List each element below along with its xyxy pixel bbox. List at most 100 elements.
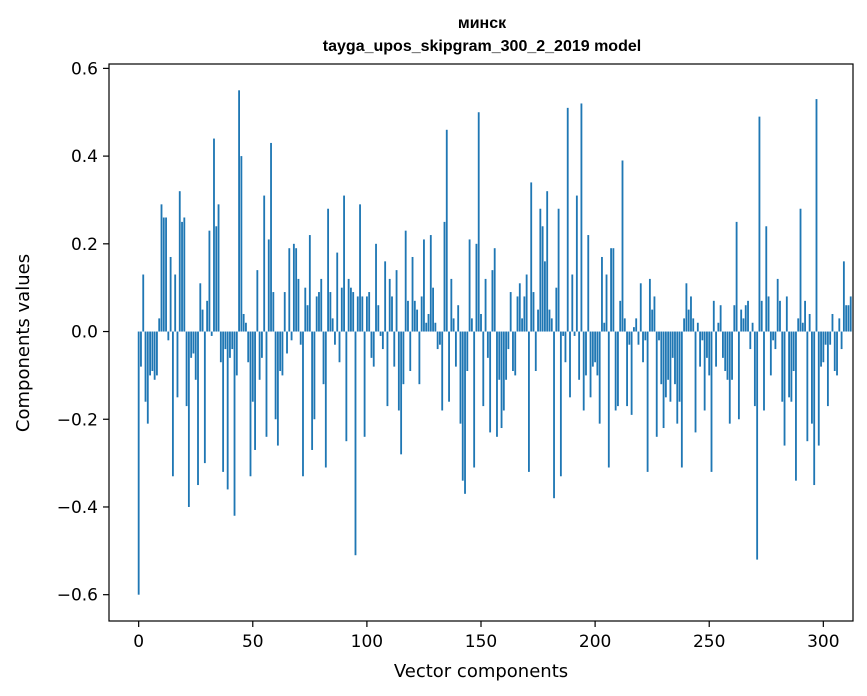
bar <box>662 331 665 429</box>
bar <box>801 322 804 332</box>
bar <box>646 331 649 472</box>
bar <box>356 296 359 332</box>
bar <box>324 331 327 468</box>
bar <box>482 331 485 407</box>
bar <box>238 90 240 332</box>
bar <box>500 331 503 429</box>
bar <box>664 331 667 398</box>
bar <box>655 331 658 437</box>
bar <box>247 331 250 363</box>
bar <box>381 331 384 350</box>
bar <box>731 331 733 380</box>
bar <box>146 331 149 424</box>
bar <box>765 226 768 332</box>
bar <box>233 331 236 516</box>
bar <box>845 305 848 332</box>
bar <box>411 256 414 332</box>
bar <box>699 331 702 367</box>
bar <box>644 331 647 341</box>
bar <box>687 309 690 332</box>
bar <box>840 331 843 350</box>
bar <box>222 331 225 472</box>
bar <box>423 239 425 332</box>
bar <box>587 235 590 332</box>
chart-subtitle: tayga_upos_skipgram_300_2_2019 model <box>323 38 641 55</box>
bar <box>418 331 421 385</box>
bar <box>760 300 763 332</box>
bar <box>534 331 537 372</box>
bar <box>245 322 247 332</box>
bar <box>286 331 288 354</box>
bar <box>573 331 576 336</box>
bar <box>742 318 745 332</box>
bar <box>826 331 829 407</box>
bar <box>621 160 624 332</box>
bar <box>795 331 797 481</box>
chart-title: минск <box>458 15 507 32</box>
bar <box>585 331 587 376</box>
bar <box>660 331 663 385</box>
bar <box>562 331 565 336</box>
bar <box>420 296 423 332</box>
bar <box>635 318 638 332</box>
bar <box>726 331 729 380</box>
bar <box>557 208 560 332</box>
bar <box>174 274 177 332</box>
bar <box>354 331 357 556</box>
bar <box>272 292 275 332</box>
bar <box>703 331 706 411</box>
bar <box>598 331 601 424</box>
bar <box>169 256 172 332</box>
bar <box>350 287 352 332</box>
bar <box>674 331 676 385</box>
bar <box>575 195 578 332</box>
bar <box>464 331 466 494</box>
bar <box>505 331 508 380</box>
bar <box>653 296 656 332</box>
bar <box>448 331 450 402</box>
bar <box>297 278 300 332</box>
bar <box>386 331 389 407</box>
bar <box>288 248 291 332</box>
bar <box>847 305 850 332</box>
bar <box>413 300 416 332</box>
bar <box>162 217 165 332</box>
bar <box>372 331 375 367</box>
bar <box>256 270 259 332</box>
bar <box>651 309 654 332</box>
bar <box>450 278 453 332</box>
bar <box>224 331 227 350</box>
bar <box>548 309 551 332</box>
bar <box>206 300 209 332</box>
bar <box>197 331 199 486</box>
bar <box>187 331 190 507</box>
bar <box>158 318 161 332</box>
bar <box>149 331 151 376</box>
bar <box>340 287 343 332</box>
bar <box>747 300 749 332</box>
bar <box>822 331 825 363</box>
bar <box>352 292 355 332</box>
bar <box>591 331 594 367</box>
bar <box>486 331 489 358</box>
bar <box>555 287 558 332</box>
bar <box>261 331 263 358</box>
bar <box>210 331 213 336</box>
bar <box>308 235 311 332</box>
bar <box>842 261 845 332</box>
bar <box>804 300 806 332</box>
bar <box>817 331 820 446</box>
bar <box>302 331 304 477</box>
bar <box>375 243 377 332</box>
bar <box>733 305 736 332</box>
bar <box>242 313 245 332</box>
bar <box>192 331 195 354</box>
bar <box>466 331 469 372</box>
bar <box>213 138 215 332</box>
bar <box>167 331 170 341</box>
bar <box>728 331 731 424</box>
bar <box>829 331 832 345</box>
bar <box>603 322 606 332</box>
y-tick-label: 0.0 <box>71 323 98 343</box>
bar <box>176 331 179 398</box>
